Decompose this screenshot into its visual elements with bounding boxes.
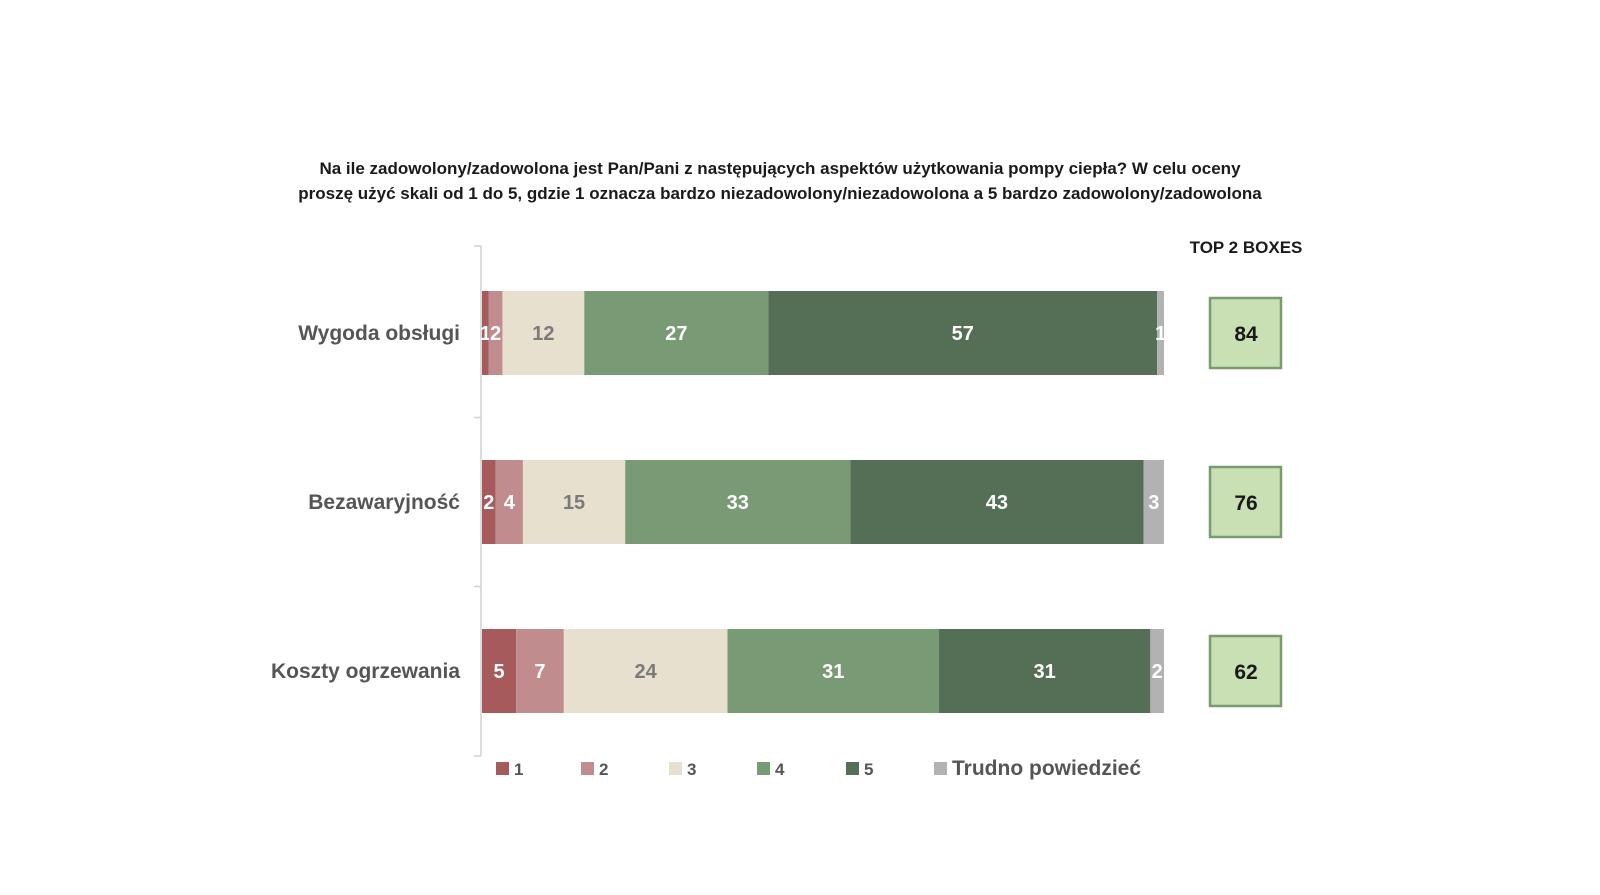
- bar-data-label: 31: [822, 661, 844, 683]
- chart-title: Na ile zadowolony/zadowolona jest Pan/Pa…: [230, 156, 1330, 206]
- bar-data-label: 57: [952, 323, 974, 345]
- bar-data-label: 4: [504, 492, 516, 514]
- top2-value: 84: [1234, 323, 1258, 346]
- legend: 1 2 3 4 5 Trudno powiedzieć: [496, 757, 1141, 780]
- bar-data-label: 12: [532, 323, 554, 345]
- category-label: Koszty ogrzewania: [271, 660, 460, 683]
- bar-data-label: 5: [493, 661, 504, 683]
- top2-box: [1208, 634, 1283, 708]
- bar-data-label: 3: [1148, 492, 1159, 514]
- bar-segment: [522, 460, 626, 544]
- top2-value: 62: [1234, 661, 1257, 684]
- legend-swatch: [934, 762, 947, 775]
- bar-data-label: 7: [534, 661, 545, 683]
- bar-data-label: 31: [1034, 661, 1056, 683]
- bar-row: Wygoda obsługi 1 2 12 27 57 1 84: [298, 291, 1283, 375]
- top2-value: 76: [1234, 492, 1257, 515]
- top2-header: TOP 2 BOXES: [1190, 238, 1303, 257]
- bar-data-label: 2: [490, 323, 501, 345]
- legend-swatch: [669, 762, 682, 775]
- bar-row: Bezawaryjność 2 4 15 33 43 3 76: [308, 460, 1283, 544]
- bar-segment: [482, 629, 517, 713]
- bar-data-label: 24: [635, 661, 658, 683]
- legend-swatch: [846, 762, 859, 775]
- legend-swatch: [581, 762, 594, 775]
- bar-data-label: 33: [727, 492, 749, 514]
- bar-segment: [482, 291, 489, 375]
- legend-swatch: [757, 762, 770, 775]
- chart-title-line-1: Na ile zadowolony/zadowolona jest Pan/Pa…: [319, 159, 1241, 178]
- legend-label: Trudno powiedzieć: [952, 757, 1141, 780]
- legend-label: 5: [864, 760, 873, 779]
- bar-segment: [482, 460, 496, 544]
- category-label: Wygoda obsługi: [298, 322, 460, 345]
- bar-data-label: 1: [1155, 323, 1166, 345]
- bar-segment: [563, 629, 728, 713]
- bar-segment: [768, 291, 1158, 375]
- legend-label: 2: [599, 760, 608, 779]
- legend-label: 3: [687, 760, 696, 779]
- bar-segment: [584, 291, 769, 375]
- bar-segment: [502, 291, 585, 375]
- bar-data-label: 15: [563, 492, 585, 514]
- bar-row: Koszty ogrzewania 5 7 24 31 31 2 62: [271, 629, 1283, 713]
- bar-segment: [1143, 460, 1164, 544]
- top2-box: [1208, 296, 1283, 370]
- bar-data-label: 43: [986, 492, 1008, 514]
- bar-data-label: 2: [483, 492, 494, 514]
- bar-segment: [1150, 629, 1164, 713]
- bar-data-label: 2: [1152, 661, 1163, 683]
- bar-segment: [488, 291, 503, 375]
- bar-segment: [495, 460, 523, 544]
- bar-segment: [850, 460, 1144, 544]
- bar-segment: [727, 629, 939, 713]
- bar-data-label: 27: [665, 323, 687, 345]
- category-label: Bezawaryjność: [308, 491, 460, 514]
- legend-swatch: [496, 762, 509, 775]
- chart-title-line-2: proszę użyć skali od 1 do 5, gdzie 1 ozn…: [298, 184, 1262, 203]
- bar-segment: [516, 629, 564, 713]
- legend-label: 4: [775, 760, 785, 779]
- top2-box: [1208, 465, 1283, 539]
- bar-segment: [625, 460, 851, 544]
- legend-label: 1: [514, 760, 523, 779]
- bar-segment: [1157, 291, 1164, 375]
- bar-segment: [938, 629, 1151, 713]
- bar-data-label: 1: [480, 323, 491, 345]
